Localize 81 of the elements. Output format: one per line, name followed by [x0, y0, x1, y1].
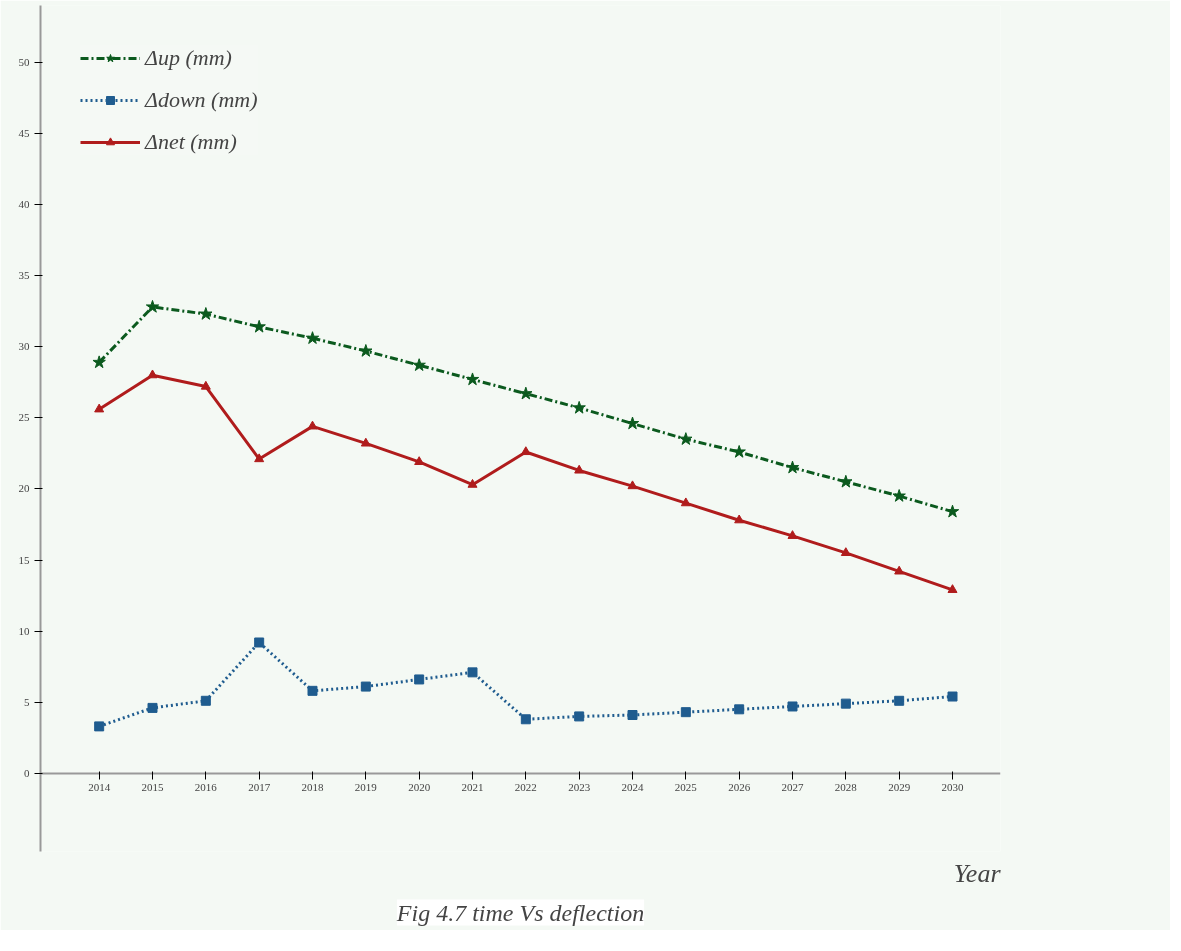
point: [147, 702, 158, 713]
point: [252, 319, 266, 333]
x-axis-title: Year: [953, 858, 1002, 888]
y-tick-label: 45: [18, 126, 30, 139]
y-tick-label: 35: [18, 269, 30, 282]
point: [94, 403, 105, 413]
y-tick-label: 5: [24, 695, 30, 708]
legend-label: Δdown (mm): [145, 87, 258, 113]
point: [679, 432, 693, 445]
point: [414, 674, 425, 685]
point: [467, 478, 478, 488]
point: [360, 681, 371, 692]
point: [840, 698, 851, 709]
x-tick-label: 2019: [354, 781, 378, 794]
x-tick-label: 2014: [88, 781, 111, 794]
point: [307, 420, 318, 430]
point: [627, 710, 638, 720]
point: [787, 701, 798, 712]
point: [254, 637, 265, 648]
y-tick-label: 20: [18, 482, 30, 495]
point: [254, 453, 265, 463]
y-tick-label: 10: [18, 624, 30, 637]
point: [627, 480, 638, 490]
y-tick-label: 30: [18, 340, 30, 353]
x-tick-label: 2024: [621, 781, 644, 794]
x-tick-label: 2021: [461, 781, 484, 794]
y-tick-label: 15: [18, 553, 30, 566]
point: [574, 464, 585, 474]
y-tick-label: 40: [18, 198, 30, 211]
point: [412, 358, 426, 371]
x-tick-label: 2025: [674, 781, 698, 794]
x-tick-label: 2023: [568, 781, 591, 794]
point: [199, 307, 213, 320]
x-tick-label: 2020: [408, 781, 431, 794]
y-tick-label: 25: [18, 411, 30, 424]
point: [892, 489, 906, 502]
legend-label: Δnet (mm): [145, 129, 237, 155]
point: [894, 695, 905, 706]
legend-label: Δup (mm): [145, 45, 232, 71]
point: [519, 386, 533, 400]
x-tick-label: 2015: [141, 781, 164, 794]
point: [734, 704, 745, 715]
x-tick-label: 2017: [248, 781, 271, 794]
point: [520, 446, 531, 456]
point: [680, 497, 691, 507]
point: [200, 695, 211, 706]
point: [147, 369, 158, 379]
point: [947, 584, 958, 593]
point: [574, 711, 585, 722]
point: [734, 514, 745, 524]
point: [307, 685, 318, 696]
point: [894, 565, 905, 575]
point: [467, 667, 478, 678]
point: [92, 355, 106, 369]
y-tick-label: 50: [18, 55, 30, 68]
point: [465, 372, 480, 386]
x-tick-label: 2029: [888, 781, 911, 794]
point: [787, 530, 798, 539]
x-tick-label: 2030: [941, 781, 964, 794]
point: [947, 691, 958, 702]
point: [94, 721, 105, 732]
x-tick-label: 2016: [194, 781, 218, 794]
x-tick-label: 2026: [728, 781, 751, 794]
point: [839, 474, 853, 488]
point: [732, 444, 746, 458]
x-tick-label: 2018: [301, 781, 324, 794]
y-tick-label: 0: [24, 766, 30, 779]
point: [305, 331, 320, 344]
point: [359, 344, 373, 357]
x-tick-label: 2022: [514, 781, 537, 794]
point: [680, 707, 691, 718]
point: [145, 299, 160, 313]
point: [785, 460, 800, 474]
point: [572, 400, 586, 414]
point: [360, 437, 371, 447]
caption: Fig 4.7 time Vs deflection: [395, 899, 645, 926]
x-tick-label: 2027: [781, 781, 804, 794]
point: [520, 714, 531, 725]
x-tick-label: 2028: [834, 781, 858, 794]
point: [200, 380, 211, 390]
point: [840, 547, 851, 557]
